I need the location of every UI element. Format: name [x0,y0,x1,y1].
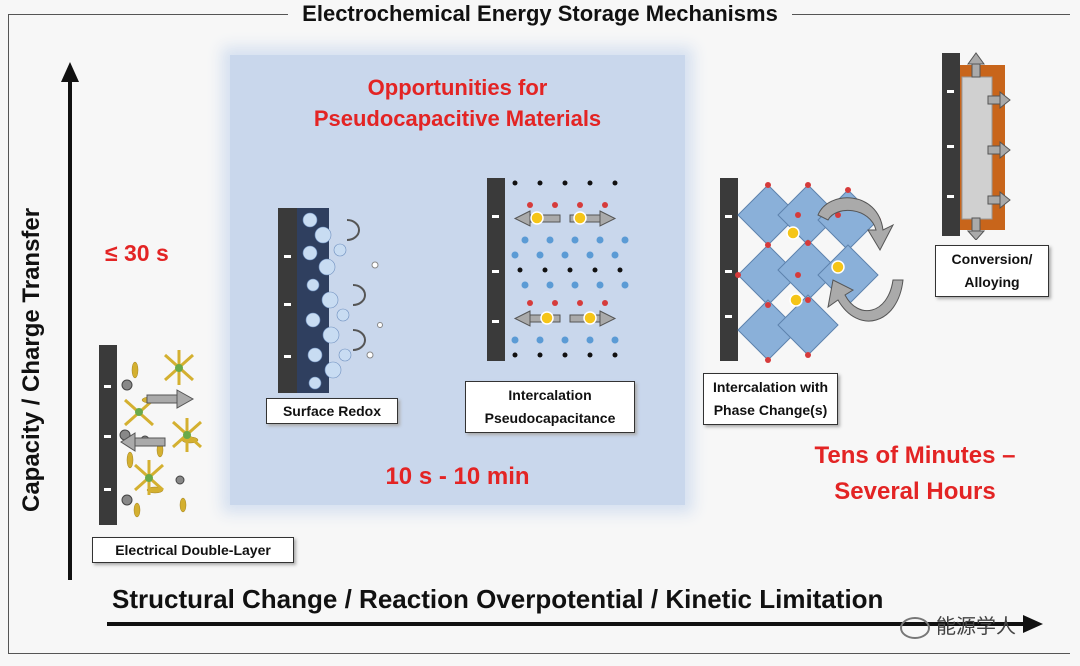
highlight-heading-line2: Pseudocapacitive Materials [313,106,602,131]
conversion-line2: Alloying [964,274,1020,290]
conversion-line1: Conversion/ [951,251,1033,267]
edl-illustration [99,345,202,525]
conversion-illustration [942,52,1011,240]
watermark: 能源学人 [900,610,1016,639]
highlight-heading-line1: Opportunities for [367,75,548,100]
y-axis-arrow [61,62,79,580]
conversion-label-box: Conversion/ Alloying [935,245,1049,297]
intercalation-pseudocap-illustration [487,178,629,361]
intercalation-pseudocap-line1: Intercalation [508,387,592,403]
diagram-title: Electrochemical Energy Storage Mechanism… [0,0,1080,28]
edl-label-box: Electrical Double-Layer [92,537,294,563]
edl-timescale: ≤ 30 s [105,240,169,266]
pseudocap-timescale: 10 s - 10 min [385,463,530,490]
battery-timescale: Tens of Minutes – Several Hours [780,438,1050,510]
intercalation-pseudocap-label-box: Intercalation Pseudocapacitance [465,381,635,433]
surface-redox-label-box: Surface Redox [266,398,398,424]
phase-change-illustration [720,178,904,363]
wechat-icon [900,616,930,639]
intercalation-pseudocap-line2: Pseudocapacitance [484,410,616,426]
phase-change-label-box: Intercalation with Phase Change(s) [703,373,838,425]
x-axis-label: Structural Change / Reaction Overpotenti… [112,584,884,614]
battery-timescale-line1: Tens of Minutes – [814,442,1016,469]
surface-redox-illustration [278,208,383,393]
phase-change-line1: Intercalation with [712,379,829,395]
title-text: Electrochemical Energy Storage Mechanism… [288,1,792,26]
y-axis-label: Capacity / Charge Transfer [18,207,45,512]
watermark-text: 能源学人 [936,616,1016,638]
phase-change-line2: Phase Change(s) [713,402,828,418]
highlight-heading: Opportunities for Pseudocapacitive Mater… [230,72,685,134]
battery-timescale-line2: Several Hours [834,478,996,505]
x-axis-arrow [107,615,1043,633]
